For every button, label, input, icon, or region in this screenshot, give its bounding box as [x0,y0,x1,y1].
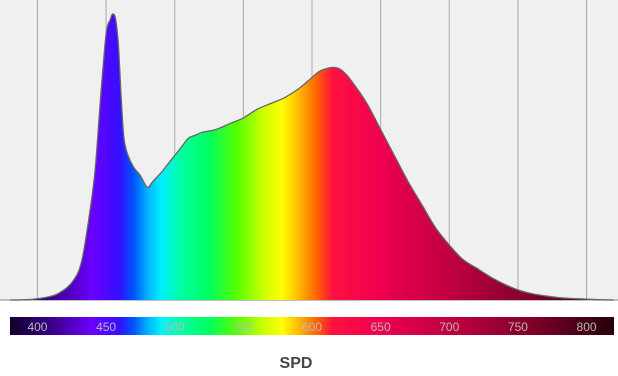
tick-label-500: 500 [165,320,185,334]
tick-label-600: 600 [302,320,322,334]
spectrum-bar [10,317,614,335]
tick-label-550: 550 [233,320,253,334]
tick-label-800: 800 [577,320,597,334]
tick-label-400: 400 [27,320,47,334]
tick-label-700: 700 [439,320,459,334]
spd-outline [9,13,615,301]
tick-label-650: 650 [371,320,391,334]
tick-label-450: 450 [96,320,116,334]
spd-area [10,13,614,300]
tick-label-750: 750 [508,320,528,334]
chart-title: SPD [280,355,313,372]
tick-labels: 400 450 500 550 600 650 700 750 800 [27,320,596,334]
